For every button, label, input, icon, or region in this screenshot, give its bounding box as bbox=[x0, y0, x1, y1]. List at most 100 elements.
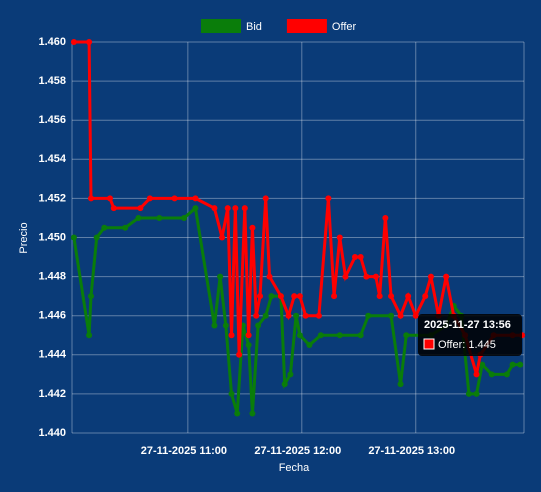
data-point bbox=[291, 293, 298, 300]
data-point bbox=[181, 214, 188, 221]
data-point bbox=[293, 312, 300, 319]
x-tick-label: 27-11-2025 12:00 bbox=[254, 445, 341, 457]
data-point bbox=[135, 214, 142, 221]
y-tick-label: 1.456 bbox=[38, 114, 66, 126]
legend-label: Bid bbox=[246, 21, 262, 33]
data-point bbox=[110, 205, 117, 212]
y-tick-label: 1.448 bbox=[38, 271, 66, 283]
data-point bbox=[241, 205, 248, 212]
y-tick-label: 1.452 bbox=[38, 192, 66, 204]
data-point bbox=[268, 293, 275, 300]
data-point bbox=[101, 224, 108, 231]
data-point bbox=[488, 371, 495, 378]
x-axis-title: Fecha bbox=[279, 462, 310, 474]
data-point bbox=[405, 293, 412, 300]
data-point bbox=[388, 293, 395, 300]
data-point bbox=[317, 332, 324, 339]
data-point bbox=[257, 293, 264, 300]
data-point bbox=[302, 312, 309, 319]
tooltip-title: 2025-11-27 13:56 bbox=[424, 319, 511, 331]
data-point bbox=[382, 214, 389, 221]
data-point bbox=[146, 195, 153, 202]
data-point bbox=[372, 273, 379, 280]
data-point bbox=[325, 195, 332, 202]
data-point bbox=[228, 332, 235, 339]
data-point bbox=[331, 293, 338, 300]
tooltip-label: Offer: 1.445 bbox=[438, 339, 496, 351]
data-point bbox=[106, 195, 113, 202]
data-point bbox=[465, 390, 472, 397]
tooltip-box bbox=[418, 314, 522, 356]
data-point bbox=[137, 205, 144, 212]
legend-swatch bbox=[286, 19, 327, 33]
data-point bbox=[427, 273, 434, 280]
legend-item: Bid bbox=[201, 19, 262, 33]
tooltip: 2025-11-27 13:56 Offer: 1.445 bbox=[418, 314, 522, 356]
y-tick-label: 1.446 bbox=[38, 310, 66, 322]
data-point bbox=[192, 195, 199, 202]
data-point bbox=[422, 293, 429, 300]
data-point bbox=[403, 332, 410, 339]
data-point bbox=[357, 254, 364, 261]
legend-item: Offer bbox=[286, 19, 357, 33]
data-point bbox=[217, 273, 224, 280]
data-point bbox=[70, 234, 77, 241]
data-point bbox=[287, 371, 294, 378]
y-tick-label: 1.454 bbox=[38, 153, 66, 165]
y-axis-title: Precio bbox=[18, 222, 30, 253]
data-point bbox=[86, 332, 93, 339]
data-point bbox=[351, 254, 358, 261]
data-point bbox=[342, 273, 349, 280]
data-point bbox=[232, 205, 239, 212]
data-point bbox=[211, 205, 218, 212]
data-point bbox=[315, 312, 322, 319]
data-point bbox=[376, 293, 383, 300]
data-point bbox=[171, 195, 178, 202]
data-point bbox=[236, 351, 243, 358]
data-point bbox=[262, 312, 269, 319]
x-tick-label: 27-11-2025 13:00 bbox=[368, 445, 455, 457]
data-point bbox=[192, 205, 199, 212]
y-tick-label: 1.460 bbox=[38, 36, 66, 48]
data-point bbox=[156, 214, 163, 221]
data-point bbox=[93, 234, 100, 241]
data-point bbox=[388, 312, 395, 319]
data-point bbox=[336, 332, 343, 339]
data-point bbox=[517, 361, 524, 368]
data-point bbox=[336, 234, 343, 241]
data-point bbox=[245, 332, 252, 339]
y-tick-label: 1.440 bbox=[38, 427, 66, 439]
data-point bbox=[277, 293, 284, 300]
data-point bbox=[253, 312, 260, 319]
data-point bbox=[503, 371, 510, 378]
data-point bbox=[234, 410, 241, 417]
y-tick-label: 1.458 bbox=[38, 75, 66, 87]
data-point bbox=[397, 312, 404, 319]
data-point bbox=[87, 293, 94, 300]
data-point bbox=[509, 361, 516, 368]
data-point bbox=[266, 273, 273, 280]
data-point bbox=[365, 312, 372, 319]
data-point bbox=[479, 361, 486, 368]
y-tick-label: 1.442 bbox=[38, 388, 66, 400]
data-point bbox=[122, 224, 129, 231]
legend-label: Offer bbox=[332, 21, 357, 33]
data-point bbox=[397, 381, 404, 388]
data-point bbox=[86, 39, 93, 45]
data-point bbox=[306, 342, 313, 349]
tooltip-swatch bbox=[423, 338, 435, 350]
data-point bbox=[281, 381, 288, 388]
data-point bbox=[245, 342, 252, 349]
data-point bbox=[357, 332, 364, 339]
data-point bbox=[285, 312, 292, 319]
x-tick-label: 27-11-2025 11:00 bbox=[141, 445, 227, 457]
data-point bbox=[87, 195, 94, 202]
data-point bbox=[219, 234, 226, 241]
data-point bbox=[211, 322, 218, 329]
legend-swatch bbox=[201, 19, 241, 33]
data-point bbox=[363, 273, 370, 280]
data-point bbox=[296, 332, 303, 339]
data-point bbox=[249, 410, 256, 417]
